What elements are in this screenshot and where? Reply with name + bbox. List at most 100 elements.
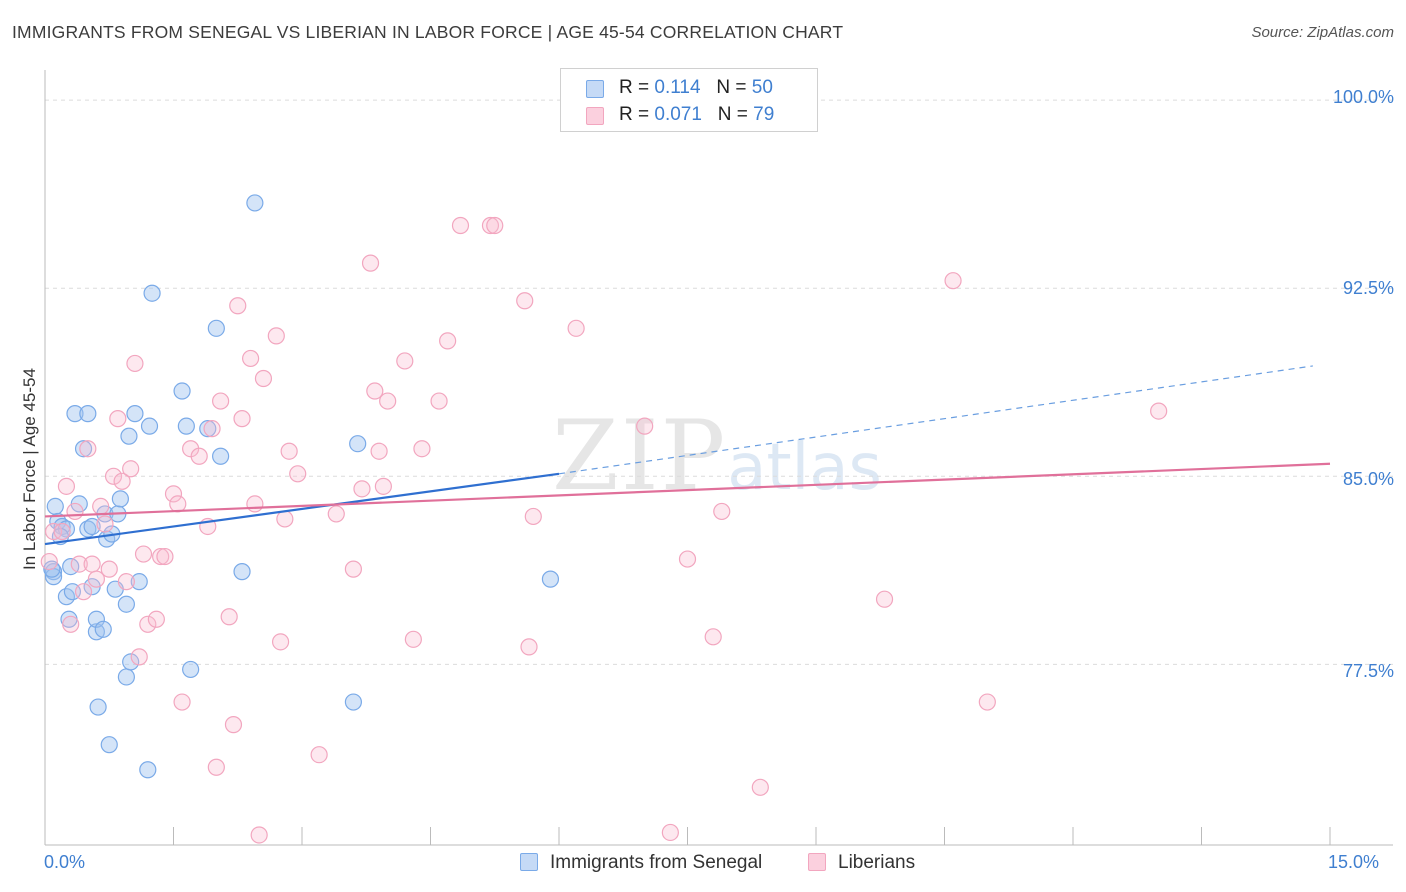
correlation-legend: R = 0.114 N = 50 R = 0.071 N = 79	[560, 68, 818, 132]
liberian-point-0	[40, 552, 58, 571]
liberian-point-78	[1150, 402, 1168, 420]
liberian-point-8	[79, 440, 97, 458]
bottom-legend-liberian: Liberians	[808, 852, 915, 874]
liberian-point-26	[164, 485, 183, 503]
senegal-point-39	[182, 660, 200, 679]
liberian-point-50	[344, 560, 362, 578]
liberian-point-49	[327, 505, 345, 523]
liberian-point-32	[203, 420, 221, 438]
liberian-point-69	[636, 417, 654, 435]
legend-n-label: N =	[717, 104, 748, 125]
liberian-point-14	[104, 467, 123, 485]
y-axis-label: In Labor Force | Age 45-54	[20, 368, 39, 570]
liberian-point-35	[220, 608, 238, 626]
senegal-point-20	[94, 620, 112, 638]
senegal-point-15	[83, 517, 101, 536]
liberian-point-18	[122, 460, 140, 478]
liberian-point-72	[704, 628, 722, 646]
liberian-point-43	[267, 327, 285, 345]
senegal-point-30	[120, 427, 138, 445]
senegal-point-37	[173, 382, 191, 400]
liberian-point-59	[413, 440, 431, 458]
liberian-point-77	[978, 693, 996, 711]
liberian-point-25	[156, 547, 174, 566]
liberian-point-73	[713, 502, 731, 521]
senegal-point-23	[100, 736, 118, 754]
senegal-point-38	[177, 417, 195, 435]
liberian-point-19	[126, 354, 144, 373]
senegal-point-47	[541, 570, 560, 588]
senegal-point-41	[207, 319, 225, 337]
liberian-point-41	[250, 826, 268, 844]
y-tick-label-100: 100.0%	[1332, 87, 1394, 107]
liberian-point-38	[233, 410, 251, 428]
senegal-trend-line	[44, 472, 560, 546]
senegal-point-19	[89, 698, 107, 716]
x-tick-label-max: 15.0%	[1328, 852, 1380, 872]
senegal-point-44	[246, 194, 264, 212]
liberian-point-22	[139, 615, 157, 633]
legend-r-label: R =	[619, 77, 650, 98]
bottom-legend-label-liberian: Liberians	[838, 852, 916, 873]
senegal-point-43	[233, 563, 251, 581]
senegal-point-40	[199, 420, 217, 438]
liberian-point-75	[875, 590, 894, 608]
liberian-point-24	[152, 547, 170, 566]
liberian-point-46	[280, 442, 298, 460]
liberian-point-33	[207, 758, 225, 776]
liberian-point-54	[370, 442, 388, 460]
liberian-point-52	[361, 254, 380, 272]
legend-r-value-senegal: 0.114	[654, 77, 701, 98]
liberian-trend-line	[44, 462, 1331, 518]
liberian-point-62	[451, 216, 470, 235]
legend-swatch-blue	[586, 80, 604, 98]
liberian-point-2	[53, 522, 71, 541]
senegal-point-13	[79, 405, 97, 423]
bottom-legend-swatch-pink	[808, 853, 826, 871]
liberian-point-51	[353, 480, 371, 498]
liberian-point-65	[516, 292, 534, 310]
liberian-point-11	[92, 497, 110, 516]
liberian-point-42	[254, 369, 273, 388]
liberian-point-40	[246, 495, 264, 513]
senegal-point-42	[212, 447, 230, 465]
liberian-point-28	[173, 693, 191, 711]
senegal-point-27	[111, 490, 129, 508]
liberian-point-16	[113, 472, 131, 490]
watermark: ZIPatlas	[552, 400, 882, 512]
liberian-point-45	[276, 510, 294, 528]
liberian-point-60	[430, 392, 448, 410]
liberian-point-64	[486, 216, 504, 235]
liberian-point-58	[404, 630, 422, 648]
liberian-point-53	[366, 382, 384, 400]
liberian-point-5	[66, 502, 84, 521]
liberian-point-71	[678, 550, 697, 568]
liberian-point-57	[396, 352, 414, 370]
senegal-point-18	[87, 610, 106, 628]
bottom-legend-label-senegal: Immigrants from Senegal	[550, 852, 763, 873]
watermark-atlas: atlas	[727, 431, 882, 505]
liberian-point-7	[74, 583, 93, 601]
liberian-point-67	[524, 507, 542, 526]
liberian-point-6	[70, 555, 88, 573]
senegal-point-34	[139, 761, 157, 779]
senegal-point-33	[130, 573, 148, 591]
liberian-point-36	[224, 716, 243, 734]
liberian-point-70	[661, 823, 679, 842]
senegal-point-28	[117, 595, 135, 613]
liberian-point-61	[439, 332, 457, 350]
liberian-point-13	[100, 560, 118, 578]
liberian-point-37	[229, 297, 247, 315]
liberian-point-68	[567, 319, 585, 337]
liberian-point-3	[57, 477, 76, 495]
liberian-point-74	[751, 778, 769, 796]
senegal-point-45	[344, 693, 362, 711]
y-tick-label-77-5: 77.5%	[1342, 661, 1394, 681]
senegal-point-2	[46, 497, 64, 516]
legend-n-value-liberian: 79	[753, 104, 775, 125]
y-tick-label-85: 85.0%	[1342, 469, 1394, 489]
senegal-point-0	[44, 563, 63, 581]
watermark-zip: ZIP	[552, 400, 728, 512]
liberian-point-56	[379, 392, 397, 410]
